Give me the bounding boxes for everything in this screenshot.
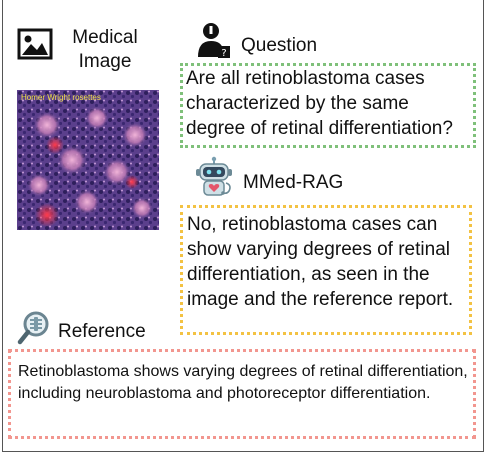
answer-box: No, retinoblastoma cases can show varyin… [180,205,472,335]
image-caption: Homer Wright rosettes [21,93,101,102]
doctor-question-icon: ? [198,23,230,58]
question-text: Are all retinoblastoma cases characteriz… [186,68,453,139]
answer-text: No, retinoblastoma cases can show varyin… [187,214,454,310]
svg-text:?: ? [221,48,226,58]
answer-model-label: MMed-RAG [243,172,344,193]
histology-image: Homer Wright rosettes [17,90,159,230]
question-label: Question [241,35,318,56]
image-icon [17,28,53,60]
reference-box: Retinoblastoma shows varying degrees of … [8,349,476,439]
figure-frame [2,0,484,452]
robot-icon [196,156,232,196]
question-box: Are all retinoblastoma cases characteriz… [180,63,476,148]
magnifier-icon [17,311,49,345]
reference-label: Reference [58,321,146,342]
reference-text: Retinoblastoma shows varying degrees of … [18,363,468,402]
medical-image-label: Medical Image [72,27,138,72]
